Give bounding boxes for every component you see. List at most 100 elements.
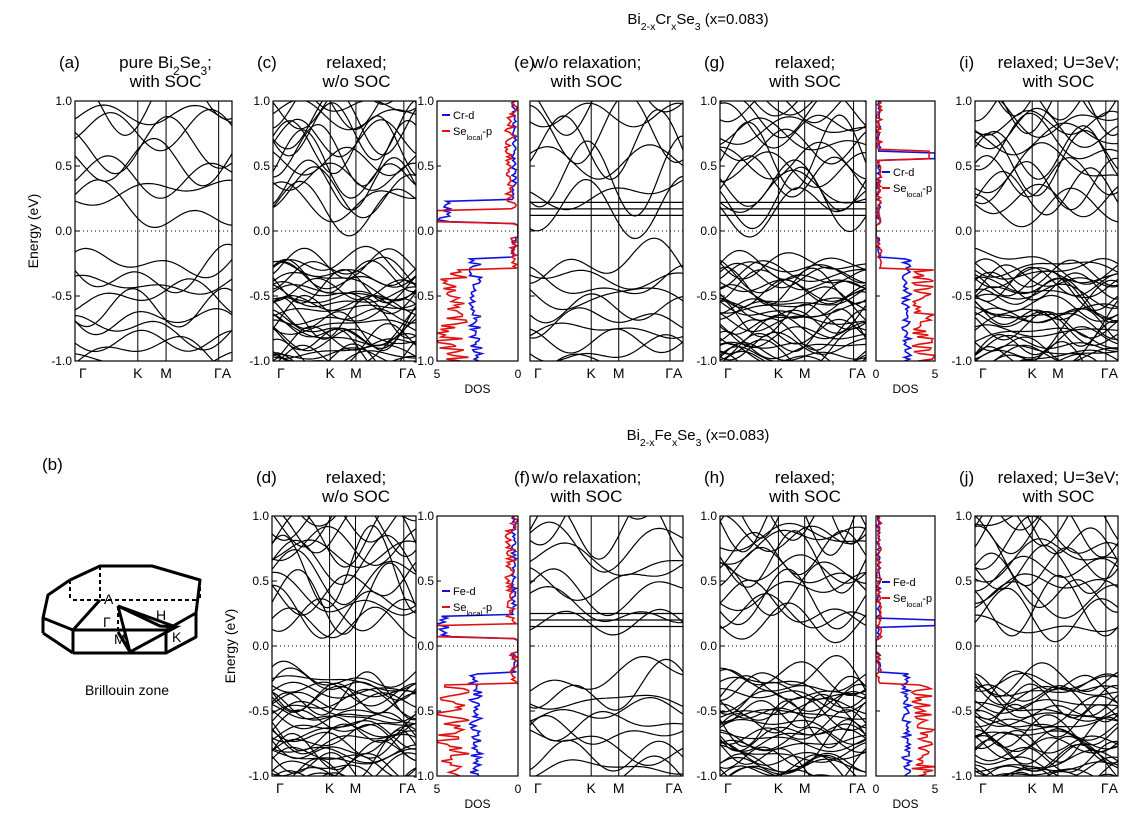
band-line xyxy=(272,606,416,639)
y-tick-label: 0.0 xyxy=(955,224,972,238)
band-line xyxy=(273,327,416,361)
band-line xyxy=(272,733,416,771)
band-lines xyxy=(75,101,232,361)
legend-entry: Cr-d xyxy=(893,167,914,179)
band-line xyxy=(75,179,232,228)
band-line xyxy=(975,701,1118,722)
band-line xyxy=(272,525,416,614)
text-segment: Se xyxy=(893,183,906,195)
band-line xyxy=(975,279,1118,321)
band-line xyxy=(273,245,416,285)
y-tick-label: -0.5 xyxy=(248,704,269,718)
band-line xyxy=(530,658,683,711)
band-line xyxy=(720,554,866,584)
text-segment: w/o relaxation; xyxy=(531,468,642,487)
band-line xyxy=(727,766,833,776)
dos-x-tick-label: 5 xyxy=(434,367,441,381)
band-line xyxy=(720,297,866,314)
band-line xyxy=(272,777,416,795)
band-line xyxy=(720,690,866,713)
band-line xyxy=(975,683,1118,706)
legend-entry: Cr-d xyxy=(453,110,474,122)
dos-curve xyxy=(437,516,518,776)
y-tick-label: 1.0 xyxy=(955,509,972,523)
band-line xyxy=(273,181,416,223)
dos-panel-h: 0 5 DOS Fe-d Selocal-p xyxy=(873,515,939,811)
y-tick-label: 0.5 xyxy=(417,159,434,173)
band-line xyxy=(975,716,1118,741)
dos-curve xyxy=(876,101,935,361)
legend-entry: Selocal-p xyxy=(453,602,492,618)
band-line xyxy=(75,108,232,152)
y-tick-label: 0.0 xyxy=(253,224,270,238)
band-line xyxy=(1000,101,1118,138)
band-line xyxy=(720,571,866,612)
band-lines xyxy=(975,516,1118,794)
panel-title: relaxed; xyxy=(775,468,835,487)
band-line xyxy=(975,538,1118,583)
band-line xyxy=(720,269,866,302)
band-line xyxy=(720,731,866,753)
band-line xyxy=(530,563,683,601)
band-line xyxy=(975,778,1118,794)
band-line xyxy=(720,341,866,361)
band-line xyxy=(272,691,416,711)
band-line xyxy=(975,552,1118,613)
k-point-label: K xyxy=(774,365,784,381)
band-line xyxy=(720,291,866,318)
band-line xyxy=(720,698,866,718)
panel-label: (g) xyxy=(704,53,725,72)
text-segment: relaxed; U=3eV; xyxy=(998,53,1120,72)
band-line xyxy=(273,268,416,304)
text-segment: 2 xyxy=(173,64,180,78)
band-line xyxy=(720,342,866,361)
text-segment: Se xyxy=(453,126,466,138)
band-line xyxy=(273,307,416,347)
text-segment: (x=0.083) xyxy=(701,11,769,28)
text-segment: relaxed; xyxy=(775,53,835,72)
band-line xyxy=(273,129,416,199)
band-line xyxy=(765,101,866,116)
panel-label: (f) xyxy=(514,468,530,487)
row-header: Bi2-xFexSe3 (x=0.083) xyxy=(627,427,770,449)
band-line xyxy=(530,729,683,767)
y-tick-label: 0.5 xyxy=(417,574,434,588)
text-segment: Se xyxy=(893,593,906,605)
y-tick-label: 0.0 xyxy=(55,224,72,238)
y-tick-label: 1.0 xyxy=(417,509,434,523)
band-line xyxy=(720,169,866,213)
y-tick-label: -1.0 xyxy=(413,354,434,368)
band-line xyxy=(975,334,1118,356)
band-line xyxy=(975,277,1118,319)
y-tick-label: 0.0 xyxy=(417,639,434,653)
band-line xyxy=(975,112,1118,171)
band-line xyxy=(273,146,416,177)
dos-curve xyxy=(437,516,518,776)
dos-curve xyxy=(876,516,935,776)
band-line xyxy=(530,328,683,354)
panel-title: pure Bi2Se3; xyxy=(119,53,212,78)
band-line xyxy=(530,516,648,546)
y-tick-label: 0.5 xyxy=(955,574,972,588)
band-line xyxy=(975,101,1081,122)
text-segment: w/o relaxation; xyxy=(531,53,642,72)
panel-title: with SOC xyxy=(768,72,841,91)
text-segment: pure Bi xyxy=(119,53,173,72)
band-line xyxy=(984,743,1118,776)
high-symmetry-path xyxy=(117,604,177,629)
band-line xyxy=(720,117,866,151)
text-segment: local xyxy=(466,133,482,142)
text-segment: -p xyxy=(922,593,932,605)
band-line xyxy=(277,323,416,361)
band-line xyxy=(273,101,416,161)
k-point-label: Γ xyxy=(724,365,732,381)
band-line xyxy=(720,530,866,576)
dos-x-tick-label: 5 xyxy=(932,367,939,381)
panel-title: with SOC xyxy=(1022,72,1095,91)
band-line xyxy=(975,761,1118,776)
panel-title: relaxed; U=3eV; xyxy=(998,53,1120,72)
band-line xyxy=(75,278,232,314)
band-line xyxy=(720,345,866,361)
band-line xyxy=(720,743,866,776)
band-line xyxy=(272,728,416,755)
